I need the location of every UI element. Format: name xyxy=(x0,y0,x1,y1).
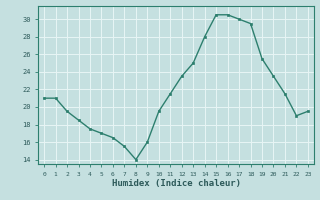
X-axis label: Humidex (Indice chaleur): Humidex (Indice chaleur) xyxy=(111,179,241,188)
